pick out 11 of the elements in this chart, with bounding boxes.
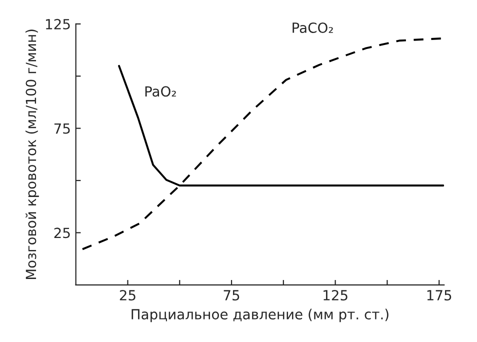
x-axis-title: Парциальное давление (мм рт. ст.) xyxy=(132,308,388,322)
y-tick-label: 75 xyxy=(54,123,70,134)
x-tick-label: 75 xyxy=(224,290,240,300)
y-tick-label: 25 xyxy=(54,228,70,238)
y-tick-label: 125 xyxy=(46,18,70,30)
x-tick-label: 175 xyxy=(427,290,452,300)
series-label: PaCO₂ xyxy=(292,22,333,33)
y-axis-title: Мозговой кровоток (мл/100 г/мин) xyxy=(25,30,39,280)
series-label: PaO₂ xyxy=(145,86,176,97)
x-tick-label: 25 xyxy=(120,290,136,300)
x-tick-label: 125 xyxy=(324,290,348,300)
